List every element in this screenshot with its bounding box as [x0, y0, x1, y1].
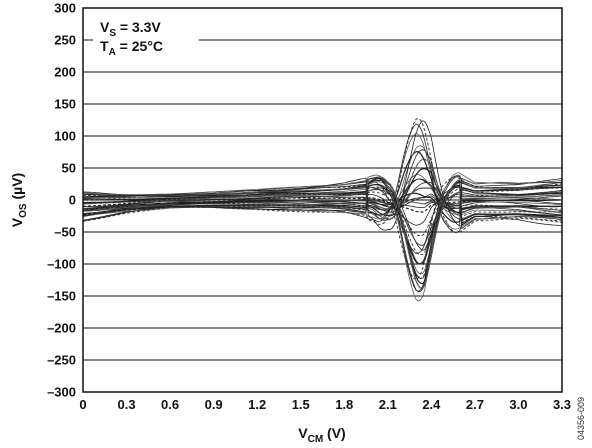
y-tick-label: –300	[47, 385, 76, 400]
x-tick-label: 2.1	[379, 397, 397, 412]
y-tick-label: –100	[47, 257, 76, 272]
x-axis-title-main: V	[298, 425, 308, 441]
y-tick-label: –50	[54, 225, 76, 240]
annotation-vs: VS = 3.3V	[100, 19, 161, 39]
x-tick-label: 3.3	[553, 397, 571, 412]
annotation-ta-main: T	[100, 38, 109, 54]
y-tick-label: 200	[54, 65, 76, 80]
x-tick-label: 0.3	[118, 397, 136, 412]
y-axis-title-main: V	[9, 217, 25, 227]
y-tick-labels: 300 250 200 150 100 50 0 –50 –100 –150 –200 –250 –30…	[47, 1, 76, 400]
series-line	[82, 132, 563, 230]
y-tick-label: –200	[47, 321, 76, 336]
x-axis-title-sub: CM	[308, 434, 324, 445]
annotation-ta: TA = 25°C	[100, 38, 163, 58]
y-tick-label: 50	[62, 161, 76, 176]
x-axis-title: VCM (V)	[298, 425, 345, 445]
series-line	[82, 188, 563, 247]
y-tick-label: 0	[69, 193, 76, 208]
annotation-ta-sub: A	[109, 47, 116, 58]
x-tick-label: 0.6	[161, 397, 179, 412]
x-tick-label: 0	[79, 397, 86, 412]
x-axis-title-unit: (V)	[323, 425, 346, 441]
y-tick-label: –250	[47, 353, 76, 368]
y-axis-title-unit: (µV)	[9, 173, 25, 204]
x-tick-label: 0.9	[205, 397, 223, 412]
series-line	[82, 172, 563, 302]
series-curves	[82, 117, 563, 302]
series-line	[82, 158, 562, 219]
y-tick-label: 100	[54, 129, 76, 144]
figure-id: 04356-009	[576, 397, 586, 440]
series-line	[82, 187, 563, 210]
y-axis-title-sub: OS	[18, 203, 29, 218]
series-line	[82, 180, 563, 279]
x-tick-label: 1.5	[292, 397, 310, 412]
plot-frame	[82, 7, 563, 393]
annotation-vs-main: V	[100, 19, 110, 35]
x-tick-label: 2.7	[466, 397, 484, 412]
series-line	[82, 181, 563, 213]
annotation-vs-sub: S	[109, 28, 116, 39]
x-tick-label: 1.8	[335, 397, 353, 412]
y-tick-label: 300	[54, 1, 76, 16]
x-tick-label: 1.2	[248, 397, 266, 412]
series-line	[82, 192, 562, 210]
series-line	[83, 191, 562, 237]
series-line	[82, 176, 563, 281]
y-tick-label: 150	[54, 97, 76, 112]
y-tick-label: 250	[54, 33, 76, 48]
y-axis-title: VOS (µV)	[9, 173, 29, 227]
y-tick-label: –150	[47, 289, 76, 304]
x-tick-label: 2.4	[422, 397, 441, 412]
series-line	[82, 150, 562, 223]
x-tick-label: 3.0	[509, 397, 527, 412]
annotation-box	[93, 14, 199, 60]
x-tick-labels: 0 0.3 0.6 0.9 1.2 1.5 1.8 2.1 2.4 2.7 3.0 3.3	[79, 397, 571, 412]
annotation-vs-rest: = 3.3V	[116, 19, 161, 35]
annotation-ta-rest: = 25°C	[116, 38, 163, 54]
